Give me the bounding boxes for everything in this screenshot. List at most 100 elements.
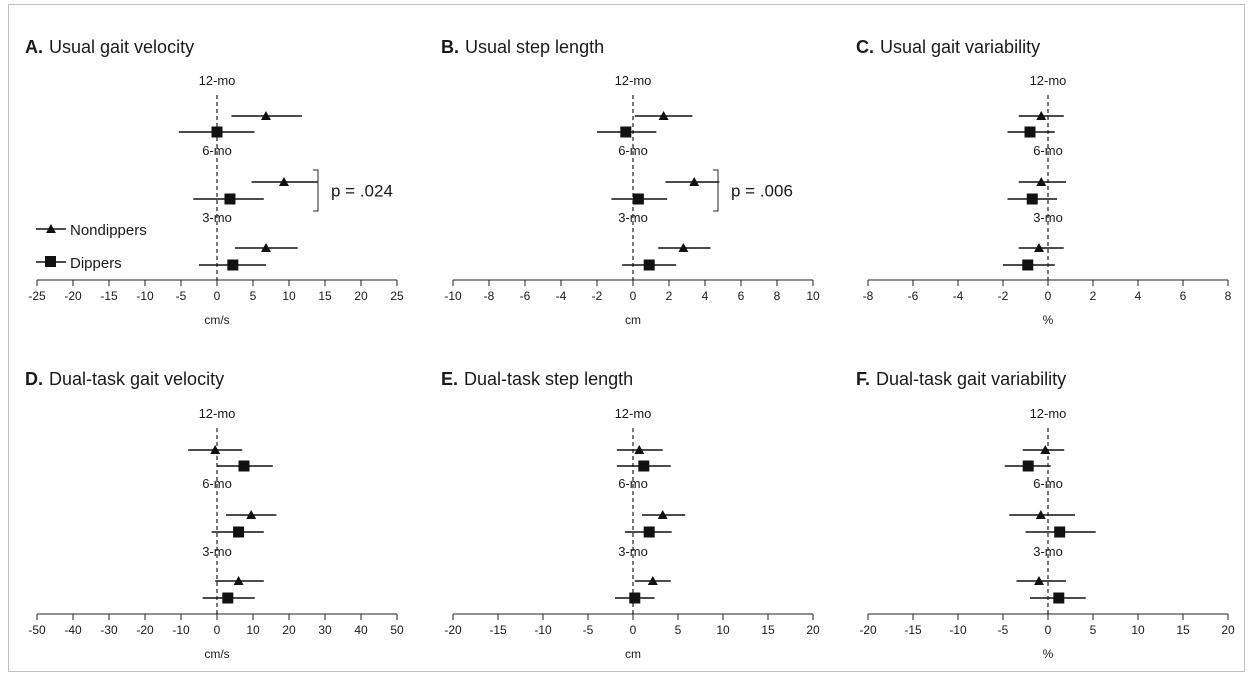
significance-bracket [713,169,719,212]
dippers-marker [211,126,223,138]
x-tick-label: 15 [1176,623,1190,637]
legend-nondippers-marker [46,224,56,233]
x-tick-label: 15 [318,289,332,303]
dippers-marker [638,460,650,472]
legend-dippers-label: Dippers [70,255,122,272]
x-tick-label: 10 [716,623,730,637]
x-tick-label: -40 [64,623,82,637]
panel-letter: B. [441,37,459,57]
timepoint-label: 6-mo [202,143,232,158]
timepoint-label: 6-mo [1033,476,1063,491]
x-tick-label: -50 [28,623,46,637]
x-tick-label: -20 [444,623,462,637]
x-tick-label: -30 [100,623,118,637]
legend: Nondippers Dippers [36,222,147,272]
nondippers-marker [210,445,221,454]
nondippers-marker [1036,111,1047,120]
x-tick-label: 10 [1131,623,1145,637]
timepoint-label: 12-mo [1030,406,1067,421]
panel-title-text: Dual-task step length [464,369,633,389]
x-tick-label: -10 [136,289,154,303]
legend-nondippers-label: Nondippers [70,222,147,239]
x-tick-label: -10 [172,623,190,637]
nondippers-marker [689,177,700,186]
panel-c: C. Usual gait variability -8 -6 -4 -2 0 2 4 6 8% 12… [856,37,1232,327]
dippers-marker [1022,259,1034,271]
nondippers-marker [1035,510,1046,519]
panel-title: C. Usual gait variability [856,37,1040,57]
panel-letter: E. [441,369,458,389]
x-tick-label: -15 [100,289,118,303]
x-tick-label: 10 [282,289,296,303]
timepoint-label: 12-mo [615,406,652,421]
panel-title-text: Dual-task gait velocity [49,369,224,389]
x-tick-label: -5 [583,623,594,637]
x-tick-label: -20 [859,623,877,637]
panel-title: F. Dual-task gait variability [856,369,1066,389]
panel-e: E. Dual-task step length -20 -15 -10 -5 0 5 10 15… [441,369,820,661]
x-tick-label: -8 [484,289,495,303]
x-tick-label: 20 [282,623,296,637]
timepoint-label: 6-mo [202,476,232,491]
x-tick-label: -15 [904,623,922,637]
x-tick-label: 0 [1045,623,1052,637]
nondippers-marker [260,111,271,120]
x-tick-label: 20 [1221,623,1235,637]
x-tick-label: 40 [354,623,368,637]
x-tick-label: 8 [774,289,781,303]
x-tick-label: -25 [28,289,46,303]
panel-letter: F. [856,369,870,389]
dippers-marker [1024,126,1036,138]
x-tick-label: -4 [556,289,567,303]
x-tick-label: -10 [949,623,967,637]
panel-f: F. Dual-task gait variability -20 -15 -10 -5 0… [856,369,1235,661]
x-tick-label: 2 [666,289,673,303]
nondippers-marker [647,576,658,585]
dippers-marker [238,460,250,472]
x-tick-label: 5 [250,289,257,303]
panel-title-text: Usual step length [465,37,604,57]
nondippers-marker [246,510,257,519]
x-tick-label: -2 [998,289,1009,303]
x-tick-label: 0 [1045,289,1052,303]
nondippers-marker [678,243,689,252]
x-tick-label: 30 [318,623,332,637]
x-tick-label: 5 [1090,623,1097,637]
x-tick-label: 4 [1135,289,1142,303]
timepoint-label: 12-mo [199,73,236,88]
x-tick-label: 0 [214,623,221,637]
x-tick-label: 5 [675,623,682,637]
dippers-marker [1022,460,1034,472]
nondippers-marker [634,445,645,454]
nondippers-marker [1036,177,1047,186]
x-tick-label: 20 [354,289,368,303]
x-tick-label: -4 [953,289,964,303]
panel-letter: C. [856,37,874,57]
nondippers-marker [260,243,271,252]
panel-a: A. Usual gait velocity -25 -20 -15 -10 -5 0 5 10 1… [25,37,404,327]
p-value-annotation: p = .024 [331,182,393,201]
dippers-marker [1026,193,1038,205]
timepoint-label: 6-mo [618,476,648,491]
x-tick-label: -15 [489,623,507,637]
panel-title: D. Dual-task gait velocity [25,369,224,389]
timepoint-label: 3-mo [1033,210,1063,225]
x-tick-label: 0 [630,289,637,303]
x-tick-label: -6 [908,289,919,303]
panel-title-text: Usual gait variability [880,37,1040,57]
dippers-marker [233,526,245,538]
x-tick-label: 50 [390,623,404,637]
p-value-annotation: p = .006 [731,182,793,201]
timepoint-label: 6-mo [618,143,648,158]
panel-title: A. Usual gait velocity [25,37,194,57]
x-tick-label: 4 [702,289,709,303]
x-axis-label: % [1043,647,1054,661]
dippers-marker [643,526,655,538]
panel-letter: D. [25,369,43,389]
dippers-marker [1054,526,1066,538]
x-tick-label: 0 [630,623,637,637]
x-tick-label: -20 [136,623,154,637]
dippers-marker [222,592,234,604]
dippers-marker [224,193,236,205]
